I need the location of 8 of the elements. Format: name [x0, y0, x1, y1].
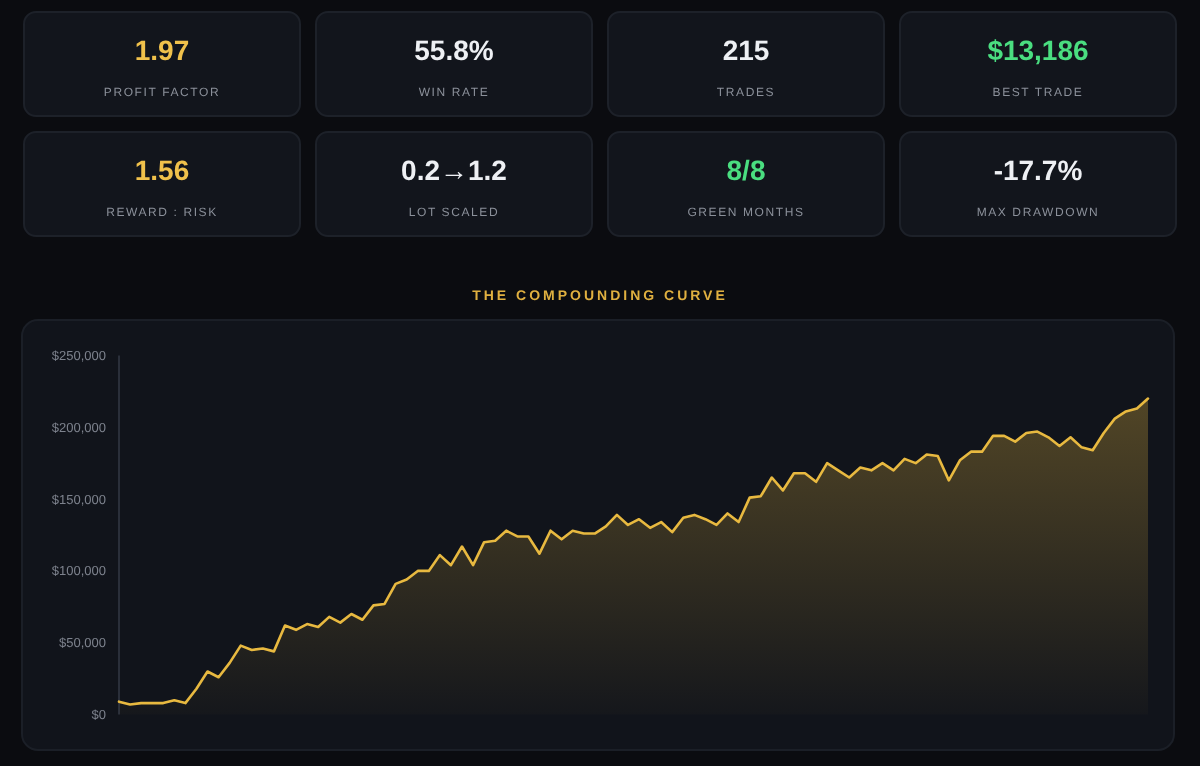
text: 1.97 — [134, 34, 190, 66]
text: 0.2→1.2 — [401, 154, 507, 186]
text: -17.7% — [993, 154, 1083, 186]
text: 8/8 — [726, 154, 766, 186]
text: 55.8% — [414, 34, 494, 66]
text: $13,186 — [987, 34, 1089, 66]
text: 1.56 — [134, 154, 190, 186]
text: 215 — [722, 34, 770, 66]
